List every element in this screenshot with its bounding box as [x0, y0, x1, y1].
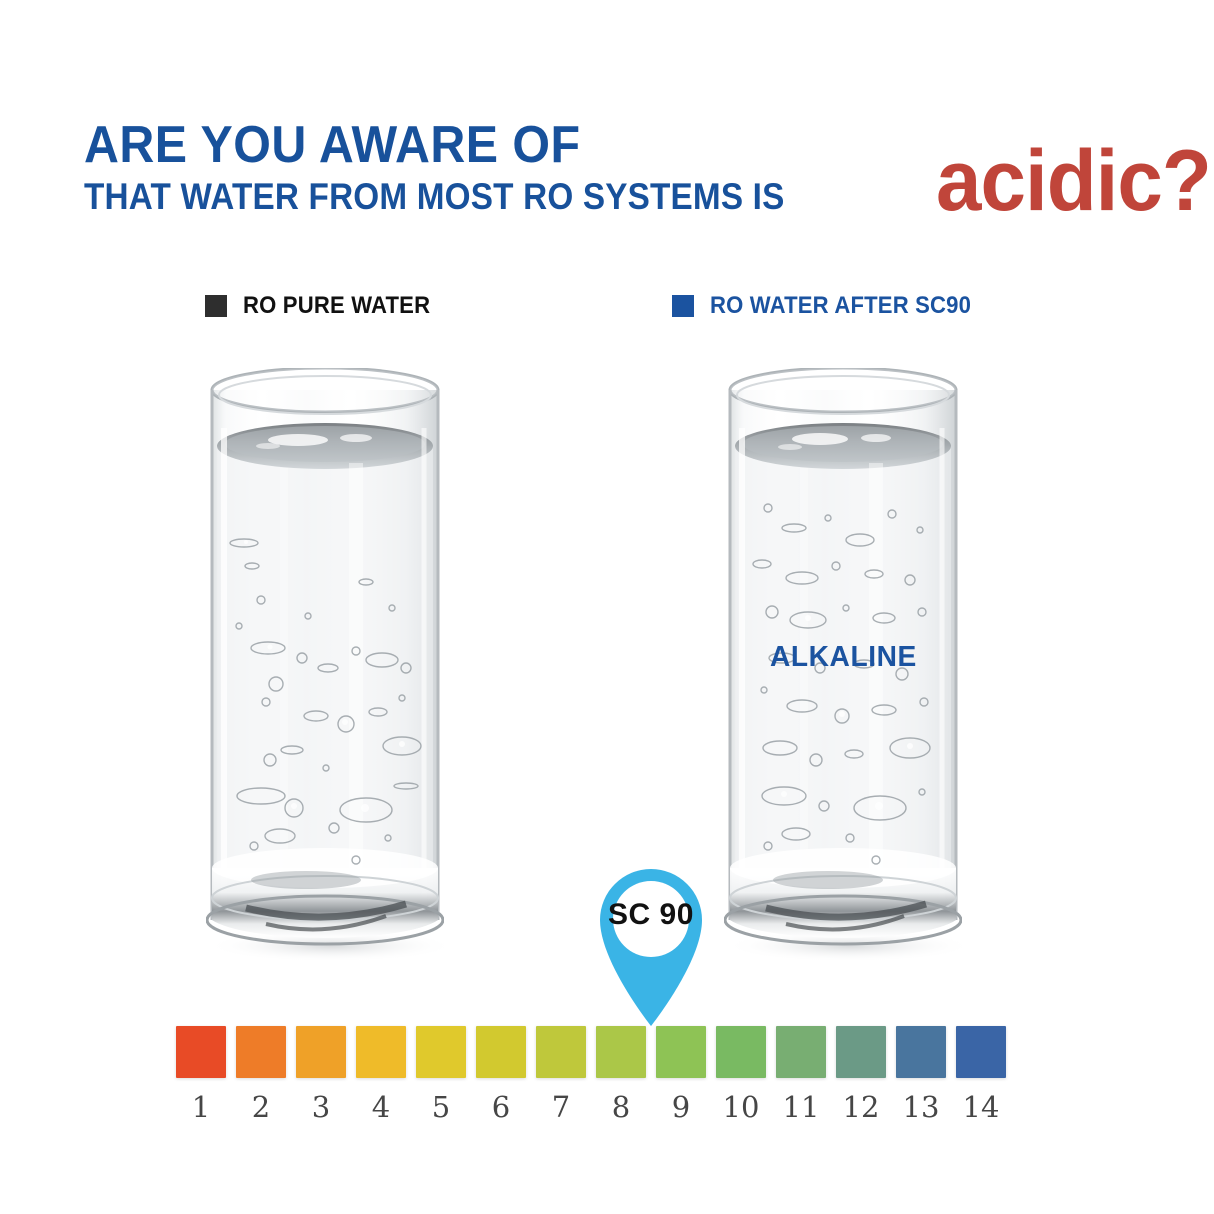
ph-swatch — [416, 1026, 466, 1078]
ph-swatch — [776, 1026, 826, 1078]
headline-line-2: THAT WATER FROM MOST RO SYSTEMS IS acidi… — [84, 133, 1212, 229]
sc90-marker-label: SC 90 — [608, 898, 694, 931]
legend-swatch-blue-icon — [672, 295, 694, 317]
sc90-marker-pin[interactable]: SC 90 — [590, 858, 712, 1028]
ph-cell[interactable]: 1 — [176, 1026, 226, 1122]
ph-number-label: 4 — [371, 1090, 391, 1124]
ph-swatch — [956, 1026, 1006, 1078]
ph-number-label: 1 — [191, 1090, 211, 1124]
ph-number-label: 2 — [251, 1090, 271, 1124]
ph-swatch — [476, 1026, 526, 1078]
ph-swatch — [596, 1026, 646, 1078]
ph-cell[interactable]: 9 — [656, 1026, 706, 1122]
ph-swatch — [536, 1026, 586, 1078]
ph-cell[interactable]: 12 — [836, 1026, 886, 1122]
ph-number-label: 6 — [491, 1090, 511, 1124]
glass-ro-pure-water — [206, 368, 444, 960]
ph-cell[interactable]: 2 — [236, 1026, 286, 1122]
ph-number-label: 3 — [311, 1090, 331, 1124]
legend-item-ro-water-after-sc90: RO WATER AFTER SC90 — [672, 292, 994, 320]
legend-item-ro-pure-water: RO PURE WATER — [205, 292, 447, 320]
ph-swatch — [896, 1026, 946, 1078]
ph-number-label: 7 — [551, 1090, 571, 1124]
headline-block: ARE YOU AWARE OF THAT WATER FROM MOST RO… — [82, 116, 1212, 238]
ph-cell[interactable]: 7 — [536, 1026, 586, 1122]
ph-cell[interactable]: 8 — [596, 1026, 646, 1122]
ph-swatch — [656, 1026, 706, 1078]
ph-number-label: 14 — [962, 1090, 1000, 1124]
ph-number-label: 5 — [431, 1090, 451, 1124]
ph-number-label: 10 — [722, 1090, 760, 1124]
ph-number-label: 8 — [611, 1090, 631, 1124]
ph-number-label: 13 — [902, 1090, 940, 1124]
ph-number-label: 9 — [671, 1090, 691, 1124]
ph-cell[interactable]: 3 — [296, 1026, 346, 1122]
ph-swatch — [236, 1026, 286, 1078]
ph-swatch — [716, 1026, 766, 1078]
ph-cell[interactable]: 6 — [476, 1026, 526, 1122]
legend-swatch-dark-icon — [205, 295, 227, 317]
ph-cell[interactable]: 14 — [956, 1026, 1006, 1122]
ph-swatch — [836, 1026, 886, 1078]
ph-number-label: 12 — [842, 1090, 880, 1124]
ph-swatch — [296, 1026, 346, 1078]
headline-line-2-text: THAT WATER FROM MOST RO SYSTEMS IS — [84, 176, 785, 217]
glass-ro-water-after-sc90 — [724, 368, 962, 960]
ph-cell[interactable]: 4 — [356, 1026, 406, 1122]
ph-cell[interactable]: 5 — [416, 1026, 466, 1122]
ph-cell[interactable]: 11 — [776, 1026, 826, 1122]
ph-number-label: 11 — [782, 1090, 820, 1124]
legend-label-ro-water-after-sc90: RO WATER AFTER SC90 — [710, 292, 972, 319]
headline-line-1: ARE YOU AWARE OF — [84, 116, 581, 174]
ph-cell[interactable]: 13 — [896, 1026, 946, 1122]
alkaline-overlay-label: ALKALINE — [770, 641, 917, 673]
headline-accent-word: acidic? — [936, 133, 1212, 229]
ph-swatch — [176, 1026, 226, 1078]
ph-swatch — [356, 1026, 406, 1078]
legend-label-ro-pure-water: RO PURE WATER — [243, 292, 431, 319]
ph-scale-strip: 1 2 3 4 5 6 7 8 9 10 11 12 13 14 — [176, 1026, 1016, 1130]
ph-cell[interactable]: 10 — [716, 1026, 766, 1122]
